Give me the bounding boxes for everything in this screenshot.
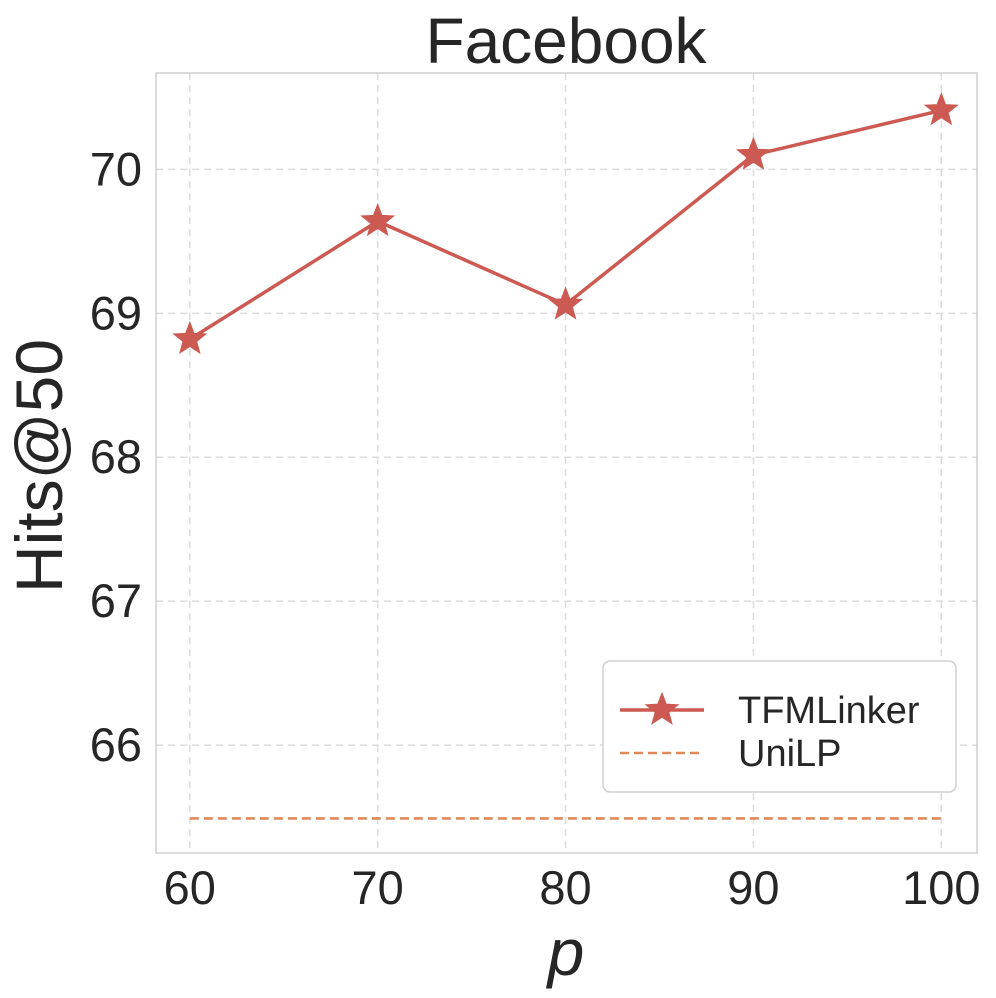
series-group — [172, 92, 959, 355]
x-axis-label: p — [546, 915, 585, 989]
legend-star-marker — [644, 691, 680, 725]
star-marker — [172, 320, 208, 355]
star-marker — [360, 202, 396, 237]
x-tick-labels: 60 70 80 90 100 — [164, 861, 981, 914]
chart-title: Facebook — [425, 5, 707, 77]
y-tick-label: 67 — [90, 574, 142, 627]
series-layer — [172, 92, 959, 820]
y-axis-label: Hits@50 — [2, 339, 76, 593]
x-tick-label: 70 — [352, 861, 404, 914]
legend-label: TFMLinker — [738, 690, 920, 732]
plot-frame — [155, 72, 978, 854]
x-tick-label: 80 — [539, 861, 591, 914]
star-marker — [923, 92, 959, 126]
y-tick-label: 70 — [90, 142, 142, 195]
y-tick-label: 69 — [90, 286, 142, 339]
legend-label: UniLP — [738, 733, 842, 775]
star-marker — [735, 136, 771, 170]
star-marker — [548, 286, 584, 320]
y-tick-label: 68 — [90, 430, 142, 483]
y-tick-label: 66 — [90, 718, 142, 771]
x-tick-label: 60 — [164, 861, 216, 914]
y-tick-labels: 66 67 68 69 70 — [90, 142, 142, 771]
legend-box — [602, 660, 957, 793]
x-tick-label: 90 — [727, 861, 779, 914]
x-tick-label: 100 — [902, 861, 980, 914]
